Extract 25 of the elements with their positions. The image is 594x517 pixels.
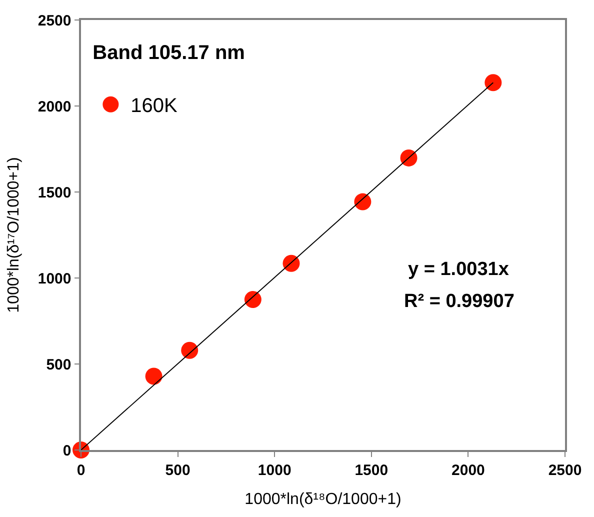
x-tick-label: 0 [76, 462, 86, 479]
x-tick-label: 1500 [354, 462, 388, 479]
annotation: R² = 0.99907 [404, 291, 514, 312]
y-tick-label: 2500 [38, 12, 72, 30]
x-tick-label: 2500 [548, 462, 582, 479]
point [400, 149, 418, 166]
y-tick-label: 0 [62, 442, 72, 460]
y-tick-label: 2000 [38, 98, 72, 116]
legend-title: Band 105.17 nm [92, 42, 245, 64]
y-tick-label: 1500 [38, 184, 72, 202]
y-tick-label: 500 [46, 356, 72, 374]
y-axis-title: 1000*ln(δ¹⁷O/1000+1) [5, 157, 22, 313]
y-tick-label: 1000 [38, 270, 72, 288]
legend-label: 160K [130, 95, 178, 118]
point [145, 368, 162, 385]
point [354, 193, 372, 210]
x-tick-label: 1000 [258, 462, 292, 479]
x-axis-title: 1000*ln(δ¹⁸O/1000+1) [244, 490, 402, 508]
x-tick-label: 500 [165, 462, 190, 479]
point [244, 291, 262, 308]
point [181, 342, 198, 359]
x-tick-label: 2000 [452, 462, 485, 479]
annotation: y = 1.0031x [408, 259, 510, 280]
point [282, 254, 300, 272]
point [484, 74, 502, 92]
